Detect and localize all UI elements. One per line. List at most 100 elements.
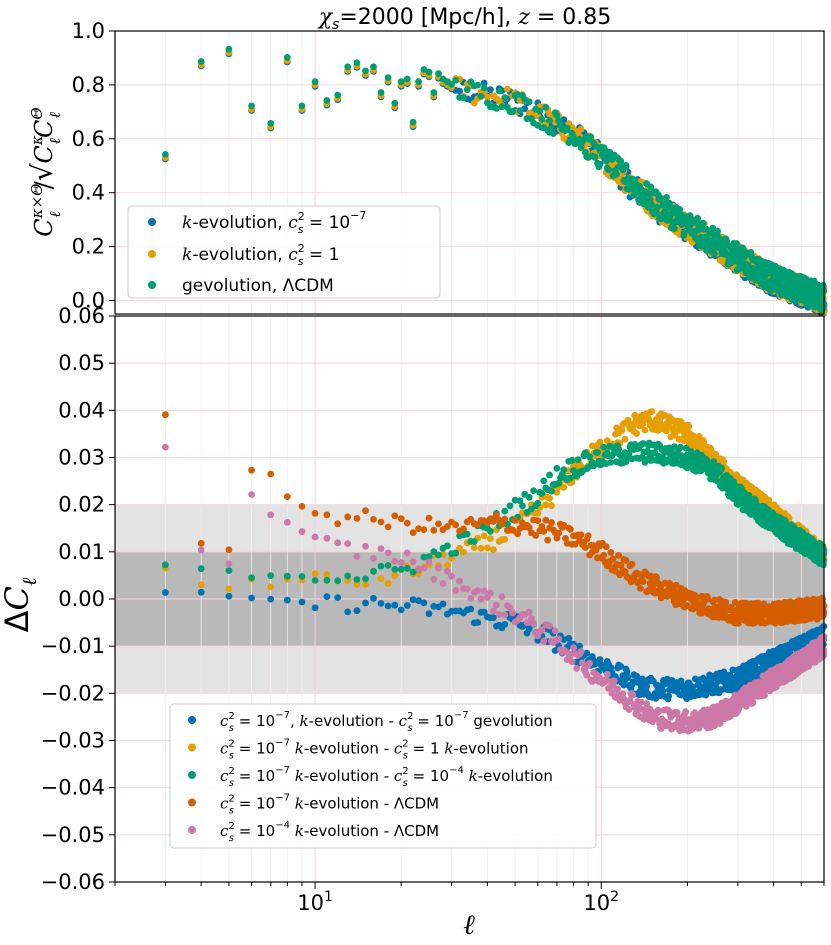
bottom-data-point: [362, 575, 369, 583]
bottom-data-point: [487, 527, 494, 535]
bottom-data-point: [311, 570, 319, 577]
bottom-data-point: [470, 544, 478, 551]
bottom-data-point: [248, 491, 256, 498]
bottom-data-point: [197, 539, 205, 547]
top-legend-marker: [148, 218, 156, 226]
bottom-data-point: [384, 523, 392, 531]
bottom-data-point: [467, 605, 475, 613]
top-data-point: [516, 107, 524, 115]
bottom-data-point: [403, 519, 411, 527]
bottom-data-point: [344, 513, 352, 521]
top-data-point: [657, 194, 664, 202]
top-data-point: [595, 163, 603, 171]
bottom-data-point: [544, 536, 552, 544]
bottom-data-point: [761, 692, 768, 699]
bottom-data-point: [567, 525, 574, 533]
top-data-point: [225, 45, 233, 53]
top-data-point: [663, 194, 670, 201]
bottom-data-point: [463, 585, 471, 593]
y-tick-label: 0.0: [72, 289, 105, 313]
top-data-point: [477, 93, 485, 100]
bottom-data-point: [506, 502, 514, 510]
bottom-data-point: [602, 543, 610, 551]
top-data-point: [362, 67, 369, 75]
bottom-data-point: [501, 515, 509, 523]
bottom-data-point: [334, 594, 342, 601]
top-data-point: [819, 282, 827, 289]
top-legend-mid: -evolution,: [192, 213, 288, 233]
bottom-data-point: [525, 493, 533, 501]
bottom-data-point: [391, 557, 399, 565]
bottom-data-point: [474, 619, 482, 626]
bottom-data-point: [641, 426, 649, 434]
top-data-point: [605, 166, 612, 174]
bottom-data-point: [568, 456, 576, 464]
top-data-point: [480, 84, 488, 92]
bottom-data-point: [546, 471, 553, 479]
top-y-ticks: 0.00.20.40.60.81.0: [72, 19, 115, 313]
y-tick-label: 0.2: [72, 235, 105, 259]
bottom-data-point: [267, 572, 275, 580]
bottom-data-point: [700, 438, 708, 446]
top-data-point: [391, 99, 399, 107]
bottom-data-point: [555, 635, 563, 643]
top-data-point: [377, 89, 385, 96]
y-tick-label: 0.05: [58, 351, 105, 375]
ylabel-sup1: κ×Θ: [28, 184, 46, 220]
bottom-data-point: [643, 683, 650, 690]
bottom-data-point: [162, 411, 169, 419]
top-data-point: [463, 86, 471, 94]
bottom-data-point: [448, 555, 455, 562]
bottom-data-point: [197, 588, 205, 596]
bottom-data-point: [323, 576, 331, 584]
bottom-data-point: [377, 545, 385, 553]
y-tick-label: 1.0: [72, 19, 105, 43]
bottom-data-point: [629, 422, 637, 430]
bottom-data-point: [362, 599, 369, 607]
bottom-data-point: [344, 572, 352, 580]
bottom-data-point: [377, 562, 385, 570]
bottom-data-point: [435, 564, 442, 572]
svg-text:k-evolution, c2s = 1: k-evolution, c2 s = 1: [182, 242, 339, 268]
bottom-data-point: [553, 489, 561, 496]
bottom-data-point: [377, 575, 385, 582]
bottom-data-point: [682, 708, 689, 716]
bottom-data-point: [548, 502, 555, 510]
bottom-data-point: [334, 577, 342, 585]
bottom-data-point: [430, 576, 438, 583]
y-tick-label: 0.03: [58, 446, 105, 470]
top-data-point: [283, 54, 291, 61]
top-legend-post: = 10: [304, 213, 351, 233]
top-data-point: [493, 104, 500, 112]
bottom-data-point: [397, 515, 405, 523]
bottom-data-point: [391, 572, 399, 580]
bottom-data-point: [689, 683, 697, 691]
top-legend: k-evolution, c2 s = 10−7 k-evolution, c2 s…: [127, 205, 441, 299]
top-data-point: [498, 103, 506, 111]
bottom-data-point: [323, 534, 331, 542]
bottom-data-point: [344, 608, 352, 616]
bottom-data-point: [490, 607, 497, 615]
top-data-point: [709, 224, 717, 232]
top-data-point: [635, 196, 642, 204]
top-legend-mid: -evolution,: [192, 245, 288, 265]
bottom-data-point: [490, 546, 497, 553]
bottom-data-point: [323, 571, 331, 579]
bottom-data-point: [298, 528, 306, 536]
bottom-data-point: [586, 453, 593, 461]
top-data-point: [311, 78, 319, 86]
top-data-point: [323, 97, 331, 104]
top-points: [162, 45, 828, 317]
top-data-point: [653, 203, 661, 211]
top-data-point: [298, 102, 306, 110]
bottom-data-point: [334, 520, 342, 528]
bottom-data-point: [509, 609, 516, 617]
bottom-data-point: [467, 595, 475, 602]
bottom-data-point: [594, 449, 601, 456]
bottom-data-point: [425, 610, 433, 618]
bottom-data-point: [603, 670, 611, 678]
top-data-point: [733, 240, 740, 247]
ylabel-C2: C: [30, 145, 58, 163]
bottom-data-point: [659, 687, 667, 695]
bottom-data-point: [639, 578, 647, 585]
